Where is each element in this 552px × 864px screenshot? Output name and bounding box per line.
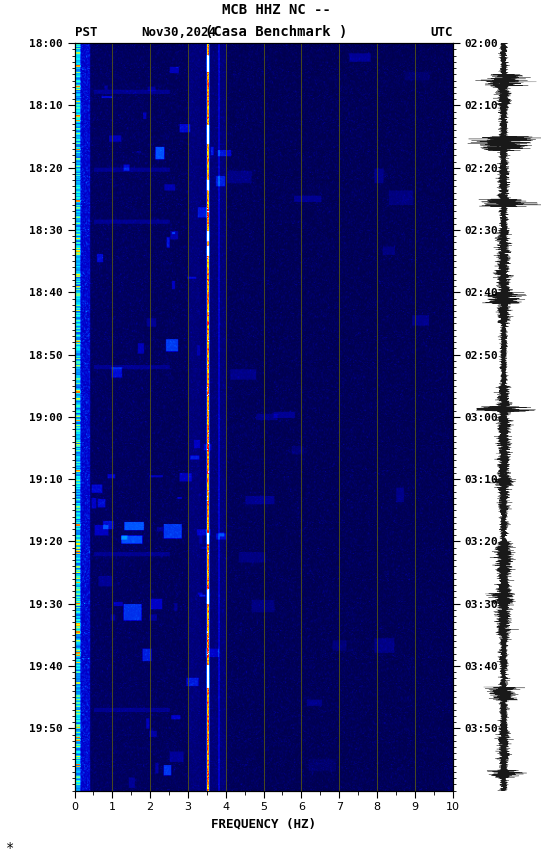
Text: Nov30,2024: Nov30,2024 [141,26,216,39]
Text: MCB HHZ NC --: MCB HHZ NC -- [221,3,331,17]
Text: (Casa Benchmark ): (Casa Benchmark ) [205,25,347,39]
Text: UTC: UTC [430,26,453,39]
Text: PST: PST [75,26,97,39]
X-axis label: FREQUENCY (HZ): FREQUENCY (HZ) [211,818,316,831]
Text: *: * [6,842,14,855]
